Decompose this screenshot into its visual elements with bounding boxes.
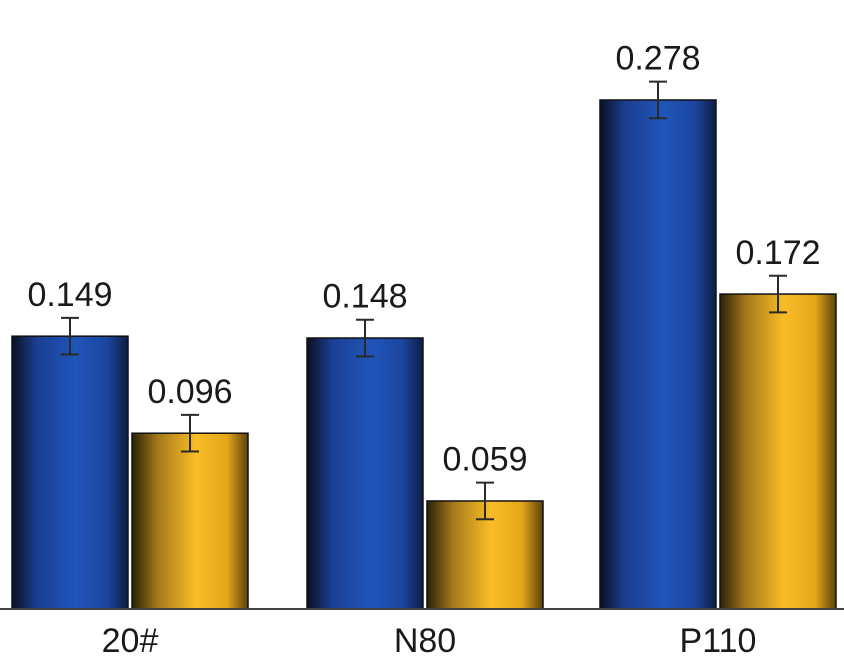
error-bar-p110-series-2 (769, 274, 787, 314)
bar-20num-series-1 (11, 335, 129, 610)
bar-20num-series-2 (131, 432, 249, 610)
x-tick-label-p110: P110 (680, 622, 757, 660)
value-labels-layer: 0.149 0.096 0.148 0.059 0.278 0.172 (27, 40, 820, 479)
error-bar-20num-series-1 (61, 316, 79, 356)
value-label-p110-series-2: 0.172 (735, 234, 820, 272)
tick-labels-layer: 20# N80 P110 (102, 622, 757, 660)
error-bar-p110-series-1 (649, 80, 667, 120)
bar-p110-series-1 (599, 99, 717, 610)
error-bar-n80-series-1 (356, 318, 374, 358)
bar-p110-series-2 (719, 293, 837, 610)
error-bar-n80-series-2 (476, 481, 494, 521)
value-label-20num-series-2: 0.096 (147, 373, 232, 411)
bars-layer (11, 99, 837, 610)
value-label-n80-series-1: 0.148 (322, 278, 407, 316)
value-label-n80-series-2: 0.059 (442, 441, 527, 479)
error-bars-layer (61, 80, 787, 521)
value-label-20num-series-1: 0.149 (27, 276, 112, 314)
value-label-p110-series-1: 0.278 (615, 40, 700, 78)
x-tick-label-n80: N80 (394, 622, 456, 660)
bar-n80-series-1 (306, 337, 424, 610)
error-bar-20num-series-2 (181, 413, 199, 453)
x-tick-label-20num: 20# (102, 622, 159, 660)
